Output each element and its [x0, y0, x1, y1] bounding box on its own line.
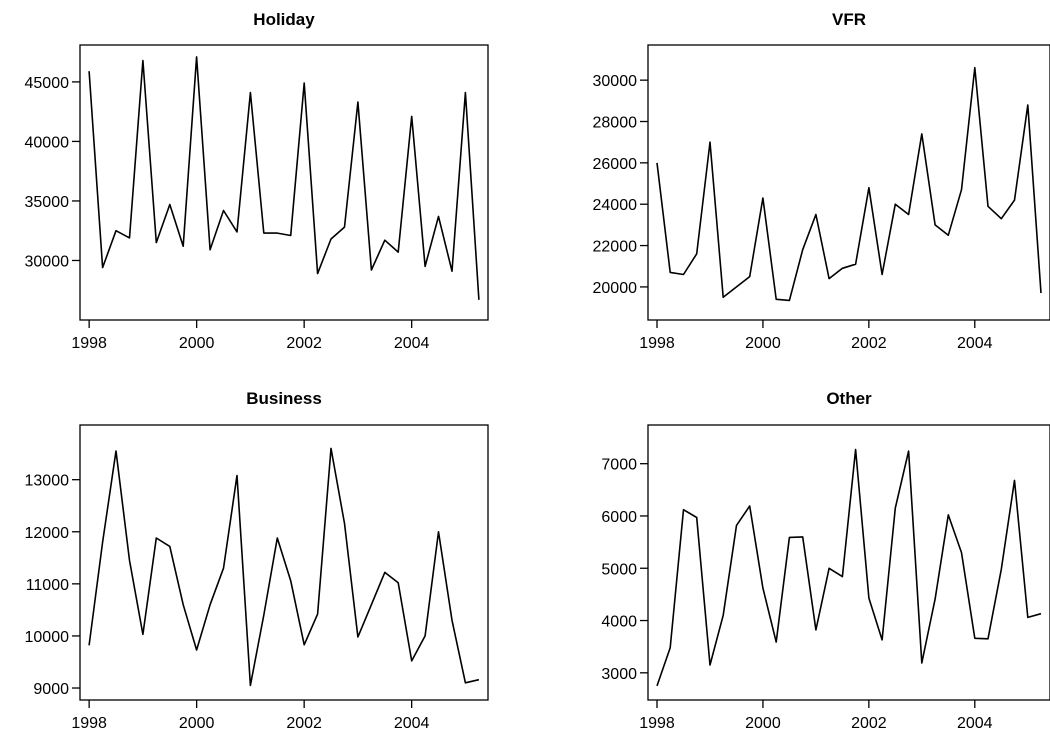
x-tick-label: 2004 [394, 335, 430, 352]
chart-title: Other [826, 389, 872, 408]
y-tick-label: 28000 [593, 115, 638, 132]
x-tick-label: 2004 [394, 715, 430, 732]
y-tick-label: 5000 [601, 561, 637, 578]
y-tick-label: 35000 [25, 194, 70, 211]
y-tick-label: 26000 [593, 156, 638, 173]
series-line [656, 448, 1042, 687]
plot-frame [647, 44, 1050, 321]
y-tick-label: 10000 [25, 629, 70, 646]
y-tick-label: 40000 [25, 134, 70, 151]
x-tick-label: 2000 [179, 335, 215, 352]
y-tick-label: 13000 [25, 473, 70, 490]
plot-frame [647, 424, 1050, 701]
y-tick-label: 3000 [601, 666, 637, 683]
x-tick-label: 2002 [851, 335, 887, 352]
y-tick-label: 45000 [25, 75, 70, 92]
x-tick-label: 2002 [286, 715, 322, 732]
y-tick-label: 30000 [593, 73, 638, 90]
y-tick-label: 11000 [26, 577, 69, 594]
y-tick-label: 9000 [33, 681, 69, 698]
y-tick-label: 6000 [601, 509, 637, 526]
series-line [88, 447, 480, 687]
panel-4: Other 1998 2000 2002 2004 3000 4000 5000 6000 700… [601, 389, 1050, 732]
panel-2: VFR 1998 2000 2002 2004 20000 22000 24000 26000 2… [593, 10, 1050, 352]
x-tick-label: 2002 [851, 715, 887, 732]
plot-frame [79, 424, 489, 701]
x-tick-label: 1998 [71, 715, 107, 732]
y-tick-label: 7000 [601, 457, 637, 474]
x-tick-label: 2000 [179, 715, 215, 732]
x-tick-label: 1998 [639, 335, 675, 352]
chart-title: Holiday [253, 10, 315, 29]
x-tick-label: 2000 [745, 715, 781, 732]
x-tick-label: 1998 [71, 335, 107, 352]
x-tick-label: 2004 [957, 335, 993, 352]
x-tick-label: 2004 [957, 715, 993, 732]
chart-title: Business [246, 389, 322, 408]
y-tick-label: 20000 [593, 280, 638, 297]
plot-frame [79, 44, 489, 321]
x-tick-label: 2000 [745, 335, 781, 352]
x-tick-label: 1998 [639, 715, 675, 732]
y-tick-label: 30000 [25, 253, 70, 270]
chart-title: VFR [832, 10, 866, 29]
y-tick-label: 22000 [593, 239, 638, 256]
series-line [88, 56, 480, 300]
y-tick-label: 24000 [593, 197, 638, 214]
panel-3: Business 1998 2000 2002 2004 9000 10000 11000 12… [25, 389, 489, 732]
panel-1: Holiday 1998 2000 2002 2004 30000 35000 40000 45… [25, 10, 489, 352]
x-tick-label: 2002 [286, 335, 322, 352]
y-tick-label: 4000 [601, 614, 637, 631]
series-line [656, 66, 1042, 302]
y-tick-label: 12000 [25, 525, 70, 542]
